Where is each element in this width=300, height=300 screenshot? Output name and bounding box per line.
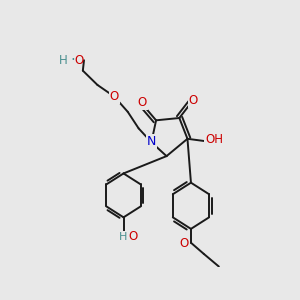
Text: ·: ·	[71, 53, 75, 68]
Text: O: O	[137, 97, 147, 110]
Text: H: H	[119, 232, 128, 242]
Text: O: O	[110, 90, 119, 103]
Text: O: O	[179, 237, 189, 250]
Text: OH: OH	[205, 134, 223, 146]
Text: H: H	[59, 54, 68, 67]
Text: O: O	[75, 54, 84, 67]
Text: O: O	[189, 94, 198, 107]
Text: O: O	[128, 230, 137, 243]
Text: N: N	[147, 135, 156, 148]
